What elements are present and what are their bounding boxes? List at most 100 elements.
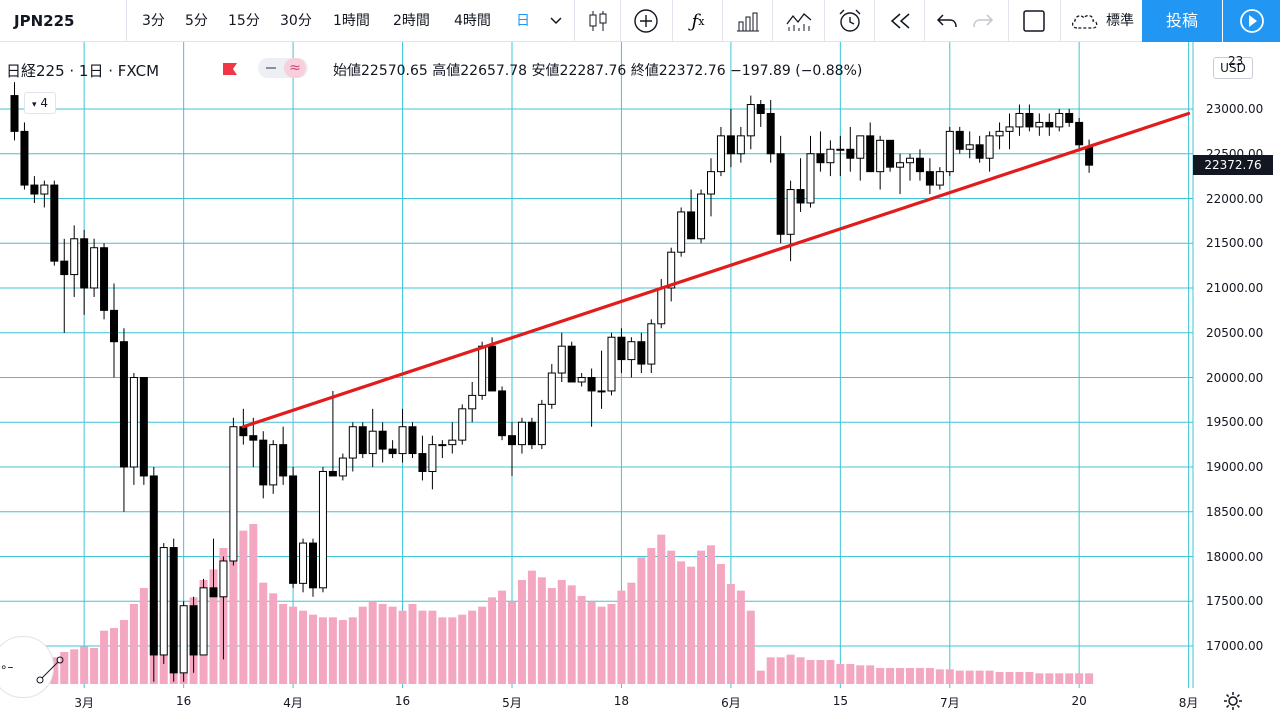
trendline-tool-icon[interactable] <box>34 654 66 686</box>
candle-body <box>1005 126 1014 132</box>
interval-15m[interactable]: 15分 <box>228 13 260 29</box>
volume-bar <box>80 646 89 684</box>
volume-bar <box>448 617 457 684</box>
volume-bar <box>647 548 656 684</box>
interval-2h[interactable]: 2時間 <box>393 13 430 29</box>
cursor-icon[interactable]: ∘– <box>0 660 14 674</box>
volume-bar <box>100 630 109 684</box>
candle-body <box>179 605 188 674</box>
close-value: 終値22372.76 <box>630 63 726 79</box>
volume-bar <box>1035 673 1044 684</box>
candle-body <box>906 157 914 164</box>
candle-body <box>527 421 536 446</box>
toolbar-divider <box>874 0 875 42</box>
candle-body <box>508 435 516 446</box>
x-tick-label: 7月 <box>939 696 960 710</box>
volume-bar <box>408 604 417 684</box>
candles-icon[interactable] <box>584 0 612 42</box>
chevron-down-icon: ▾ <box>32 100 37 110</box>
volume-bar <box>557 580 566 684</box>
candle-body <box>567 345 576 383</box>
collapse-indicators-button[interactable]: ▾ 4 <box>24 92 56 114</box>
alarm-clock-icon[interactable] <box>834 0 866 42</box>
volume-bar <box>249 524 258 684</box>
flag-icon[interactable] <box>222 61 238 80</box>
volume-bar <box>289 606 298 684</box>
volume-bar <box>597 606 606 684</box>
candle-body <box>249 435 258 441</box>
volume-bar <box>378 604 387 684</box>
candle-body <box>517 421 526 446</box>
volume-bar <box>657 534 666 684</box>
cloud-save-icon[interactable] <box>1066 0 1104 42</box>
candle-body <box>726 135 735 155</box>
fullscreen-square-icon[interactable] <box>1018 0 1050 42</box>
candle-body <box>448 439 457 446</box>
volume-bar <box>617 590 626 684</box>
candle-body <box>975 144 984 159</box>
candle-body <box>667 251 676 289</box>
layout-name-label[interactable]: 標準 <box>1106 13 1134 29</box>
volume-bar <box>627 582 636 684</box>
currency-badge[interactable]: USD <box>1213 57 1253 79</box>
volume-bar <box>299 610 308 684</box>
volume-bar <box>498 590 507 684</box>
x-tick-label: 6月 <box>721 696 741 710</box>
interval-3m[interactable]: 3分 <box>142 13 165 29</box>
interval-4h[interactable]: 4時間 <box>454 13 491 29</box>
candle-body <box>10 95 19 132</box>
candle-body <box>806 153 815 204</box>
candle-body <box>90 247 99 289</box>
interval-1d[interactable]: 日 <box>516 13 530 29</box>
publish-button[interactable]: 投稿 <box>1142 0 1222 42</box>
candle-body <box>30 184 39 195</box>
interval-30m[interactable]: 30分 <box>280 13 312 29</box>
settings-gear-icon[interactable] <box>1222 690 1244 716</box>
interval-1h[interactable]: 1時間 <box>333 13 370 29</box>
chevron-down-icon[interactable] <box>546 0 566 42</box>
indicator-count: 4 <box>40 96 48 110</box>
volume-bar <box>508 601 516 684</box>
x-tick-label: 18 <box>613 694 630 708</box>
candle-body <box>985 135 994 159</box>
candle-body <box>866 135 875 173</box>
candle-body <box>189 605 198 656</box>
undo-icon[interactable] <box>932 0 962 42</box>
play-icon[interactable] <box>1222 0 1280 42</box>
candle-body <box>935 171 944 186</box>
volume-bar <box>806 660 815 684</box>
candle-body <box>269 444 278 486</box>
candle-body <box>348 426 357 459</box>
candle-body <box>587 377 596 392</box>
volume-bar <box>458 614 467 684</box>
candle-body <box>647 323 656 365</box>
symbol-search[interactable]: JPN225 <box>14 12 75 30</box>
x-tick-label: 20 <box>1071 694 1087 708</box>
candle-body <box>896 162 905 168</box>
volume-bar <box>935 669 944 684</box>
legend-pill[interactable]: ≈ <box>258 58 308 78</box>
add-plus-icon[interactable] <box>630 0 662 42</box>
candle-body <box>577 377 586 383</box>
candle-body <box>776 153 785 235</box>
volume-bar <box>716 564 725 684</box>
candle-body <box>169 547 178 674</box>
compare-chart-icon[interactable] <box>782 0 816 42</box>
price-chart[interactable] <box>0 42 1280 688</box>
x-tick-label: 3月 <box>74 696 94 710</box>
toolbar-divider <box>672 0 673 42</box>
candle-body <box>209 587 218 598</box>
volume-bar <box>269 593 278 684</box>
volume-bar <box>687 566 696 684</box>
volume-bar <box>438 617 447 684</box>
interval-5m[interactable]: 5分 <box>185 13 208 29</box>
replay-rewind-icon[interactable] <box>884 0 916 42</box>
y-tick-label: 18500.00 <box>1206 504 1264 519</box>
candle-body <box>856 135 865 159</box>
bar-chart-icon[interactable] <box>732 0 764 42</box>
y-tick-label: 20000.00 <box>1206 370 1264 385</box>
candle-body <box>1085 146 1094 166</box>
volume-bar <box>70 649 79 684</box>
volume-bar <box>139 588 148 684</box>
